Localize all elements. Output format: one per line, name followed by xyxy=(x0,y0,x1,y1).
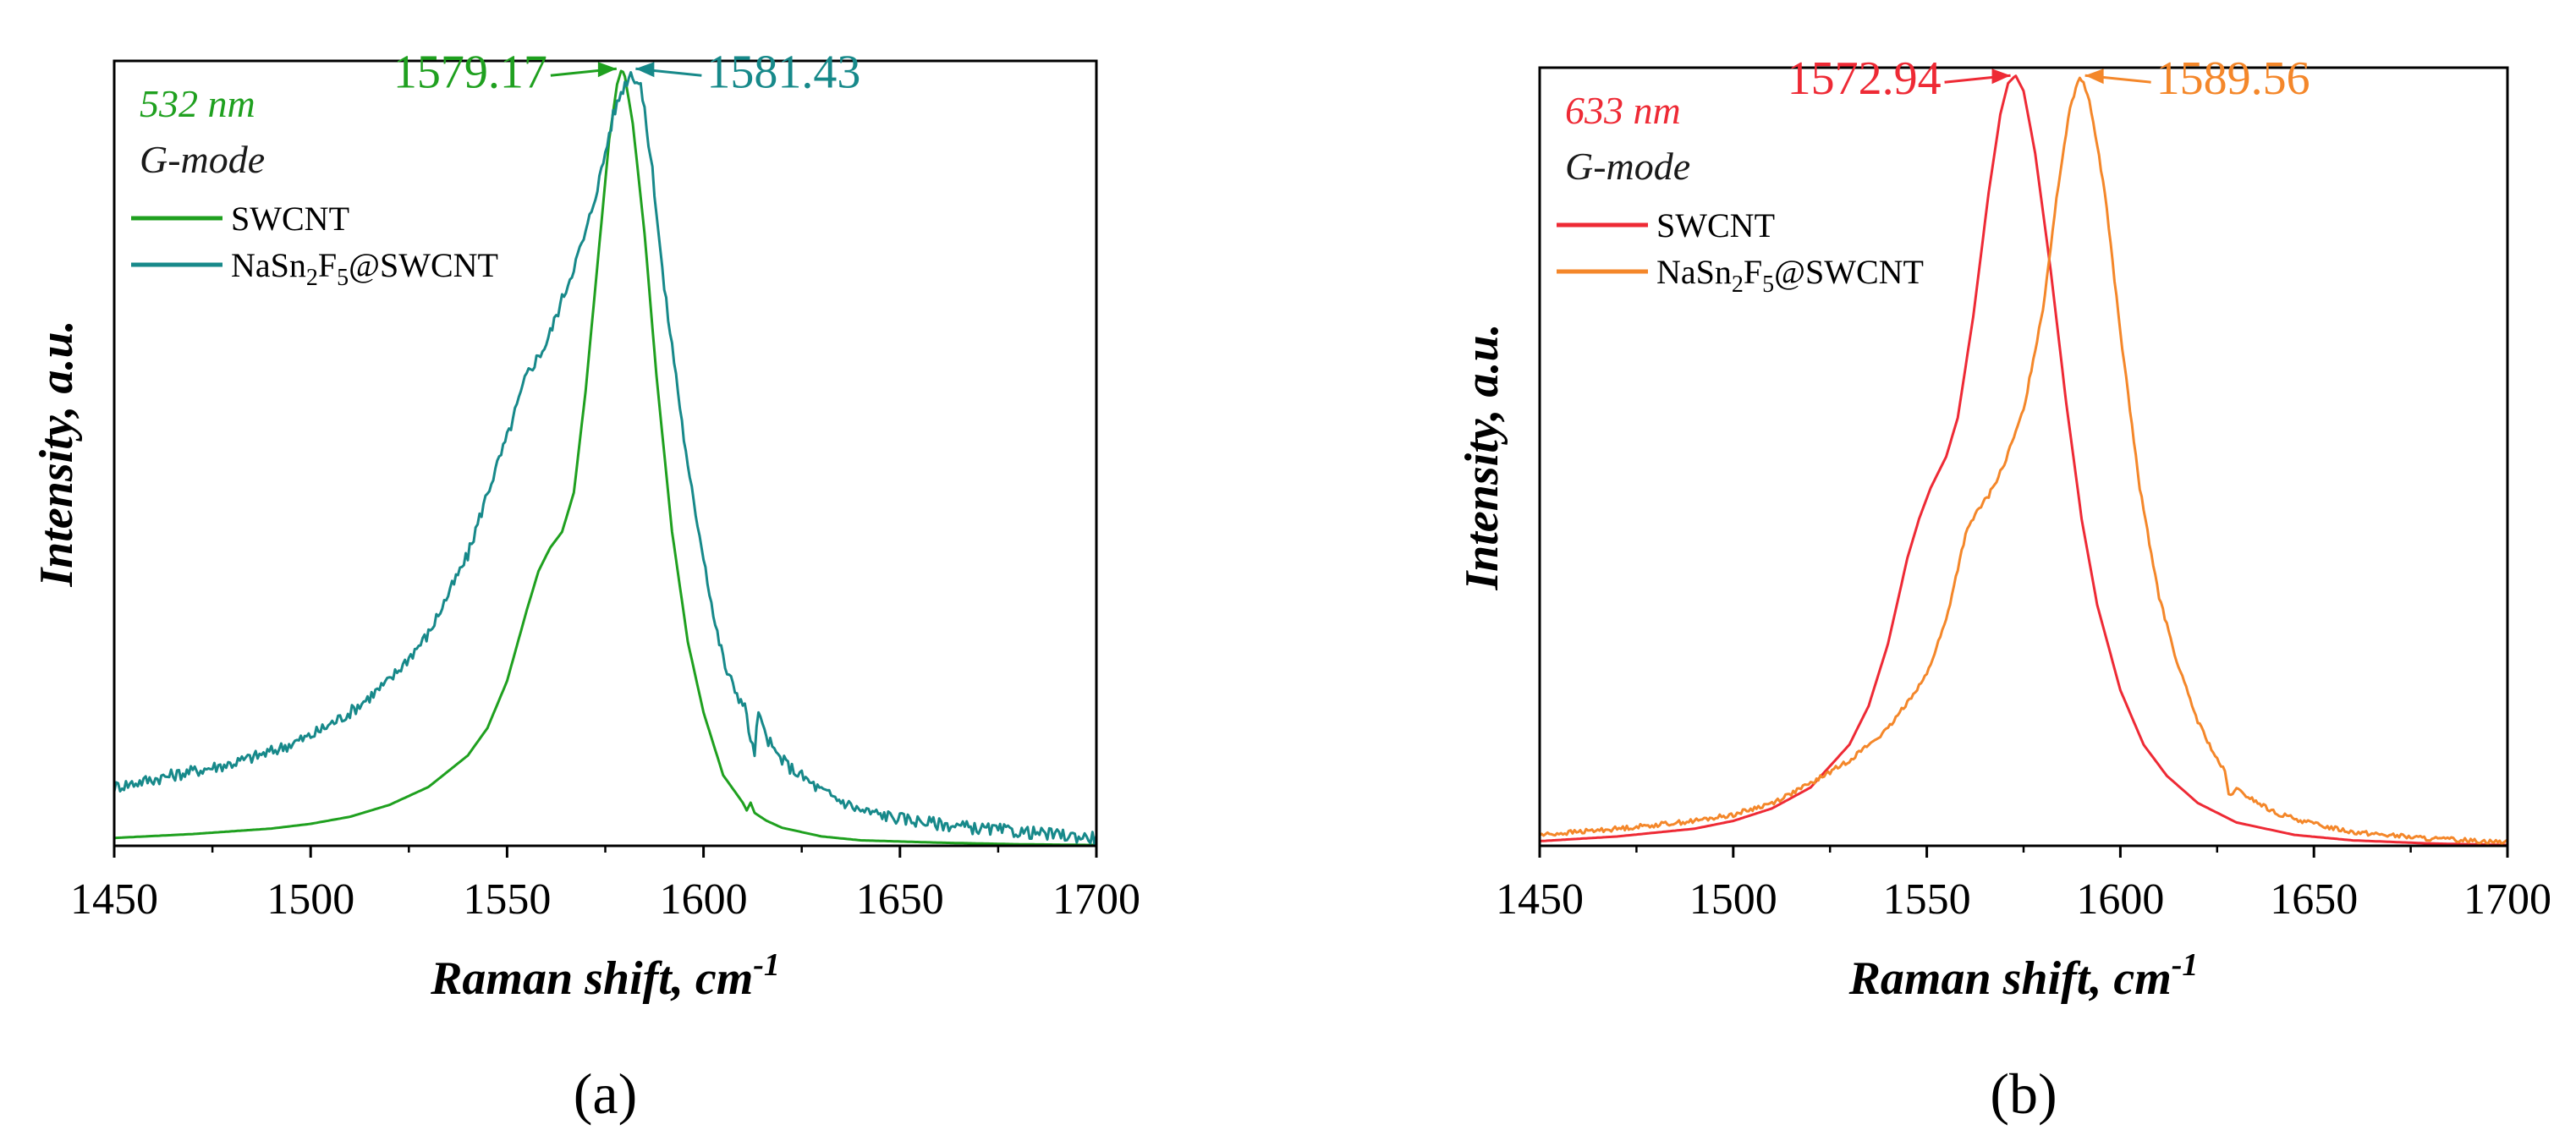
panel-b: 1450 1500 1550 1600 1650 1700 Raman shift, cm-… xyxy=(1456,52,2551,1126)
series-line-swcnt xyxy=(1540,74,2507,846)
peak-arrowhead-1 xyxy=(1991,69,2011,85)
x-tick-label: 1700 xyxy=(1052,875,1140,924)
x-axis-label: Raman shift, cm-1 xyxy=(1848,947,2199,1005)
peak-arrowhead-2 xyxy=(635,62,655,78)
mode-label: G-mode xyxy=(140,138,265,181)
y-axis-label: Intensity, a.u. xyxy=(30,320,83,587)
laser-wavelength: 532 nm xyxy=(140,82,255,125)
x-tick-label: 1450 xyxy=(1496,875,1584,924)
legend-label-nasn2f5-swcnt: NaSn2F5@SWCNT xyxy=(1656,253,1924,298)
x-axis-label: Raman shift, cm-1 xyxy=(430,947,780,1005)
laser-wavelength: 633 nm xyxy=(1565,89,1681,132)
legend-label-swcnt: SWCNT xyxy=(1656,206,1775,244)
peak-label-2: 1581.43 xyxy=(706,46,860,98)
mode-label: G-mode xyxy=(1565,145,1690,188)
legend-label-swcnt: SWCNT xyxy=(231,200,349,238)
series-line-swcnt xyxy=(114,69,1096,846)
x-tick-label: 1550 xyxy=(1883,875,1971,924)
panel-label: (b) xyxy=(1990,1061,2057,1126)
x-tick-label: 1550 xyxy=(463,875,551,924)
peak-label-2: 1589.56 xyxy=(2156,52,2310,105)
x-tick-label: 1650 xyxy=(2270,875,2358,924)
peak-label-1: 1579.17 xyxy=(393,46,547,98)
x-tick-label: 1700 xyxy=(2463,875,2551,924)
panel-label: (a) xyxy=(574,1061,637,1126)
panel-a: 1450 1500 1550 1600 1650 1700 Raman shift, cm-… xyxy=(30,46,1140,1126)
x-tick-label: 1600 xyxy=(660,875,748,924)
x-tick-label: 1500 xyxy=(1689,875,1777,924)
peak-label-1: 1572.94 xyxy=(1788,52,1942,105)
peak-arrowhead-1 xyxy=(597,62,617,78)
series-line-nasn2f5-swcnt xyxy=(114,71,1096,846)
x-tick-label: 1450 xyxy=(70,875,158,924)
x-tick-label: 1500 xyxy=(266,875,354,924)
x-tick-label: 1650 xyxy=(856,875,944,924)
y-axis-label: Intensity, a.u. xyxy=(1456,323,1508,590)
series-line-nasn2f5-swcnt xyxy=(1540,76,2507,846)
legend-label-nasn2f5-swcnt: NaSn2F5@SWCNT xyxy=(231,246,498,291)
x-tick-label: 1600 xyxy=(2076,875,2164,924)
peak-arrowhead-2 xyxy=(2084,69,2104,85)
